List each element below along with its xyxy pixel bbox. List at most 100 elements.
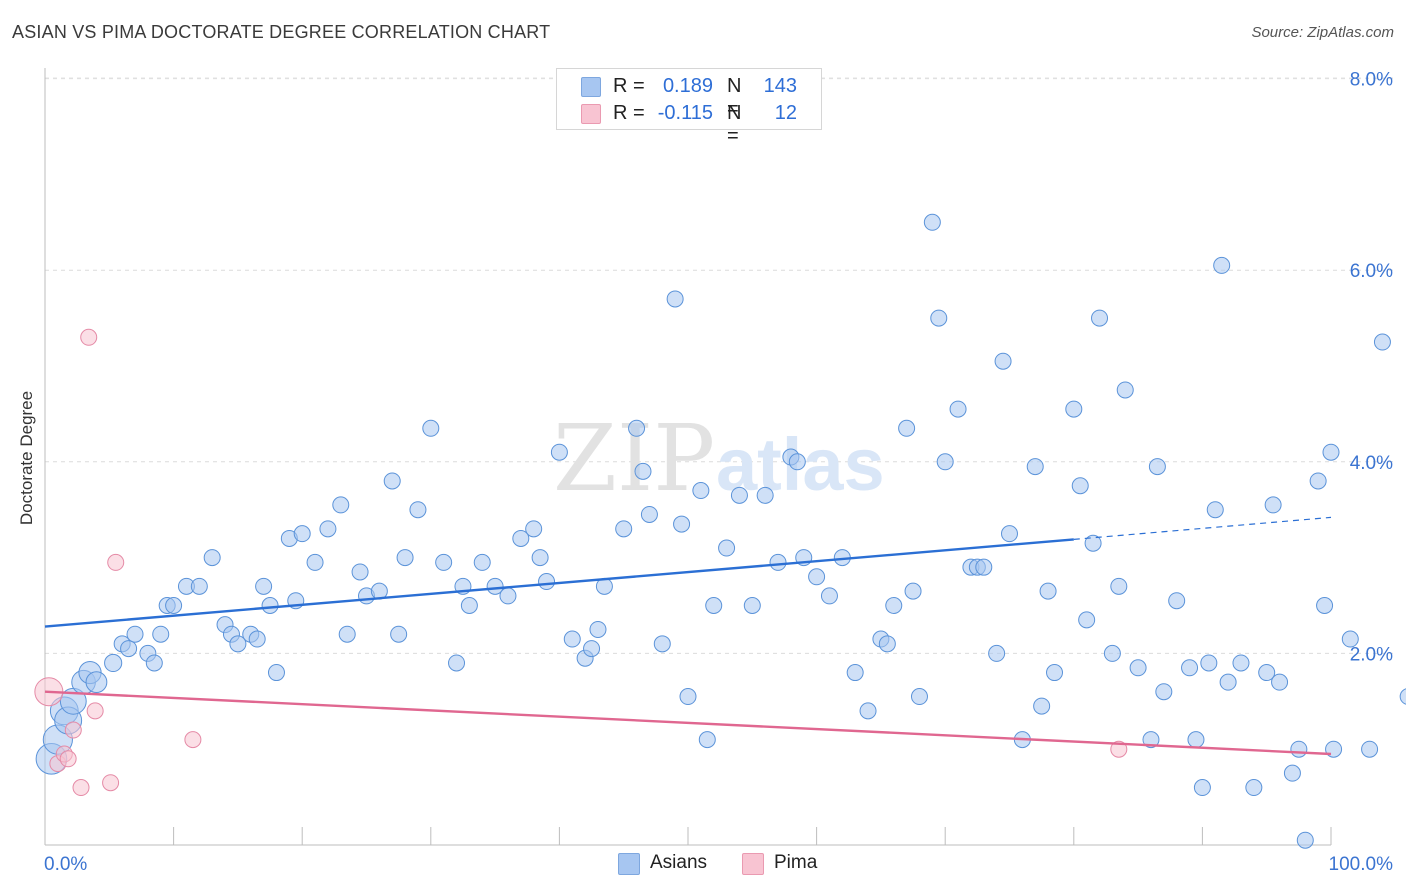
y-tick-label: 4.0% xyxy=(1350,453,1393,474)
asians-point xyxy=(640,505,658,523)
asians-point xyxy=(910,688,928,706)
asians-point xyxy=(988,644,1006,662)
asians-point xyxy=(1322,443,1340,461)
asians-point xyxy=(1129,659,1147,677)
asians-point xyxy=(885,597,903,614)
asians-point xyxy=(1187,731,1205,749)
asians-point xyxy=(1264,496,1282,514)
points-layer xyxy=(34,213,1406,849)
y-tick-label: 8.0% xyxy=(1350,70,1393,91)
asians-point xyxy=(1071,477,1089,495)
axis-layer xyxy=(44,68,1332,846)
asians-point xyxy=(1103,644,1121,662)
asians-point xyxy=(319,520,337,538)
r-label: R = xyxy=(613,75,645,97)
label-layer: 2.0% 4.0% 6.0% 8.0% 0.0% 100.0% xyxy=(44,70,1393,875)
asians-point xyxy=(165,597,183,614)
y-tick-label: 6.0% xyxy=(1350,261,1393,282)
pima-point xyxy=(107,553,125,571)
asians-point xyxy=(1316,597,1334,614)
asians-point xyxy=(145,654,163,672)
asians-point xyxy=(435,553,453,571)
asians-point xyxy=(104,653,123,673)
asians-point xyxy=(1361,740,1379,758)
asians-point xyxy=(756,486,774,504)
asians-point xyxy=(1046,664,1064,682)
y-axis-label: Doctorate Degree xyxy=(17,390,36,526)
asians-point xyxy=(1155,683,1173,701)
asians-point xyxy=(1039,582,1057,600)
asians-point xyxy=(788,453,806,471)
pima-legend-swatch xyxy=(742,853,764,875)
asians-point xyxy=(930,309,948,327)
pima-point xyxy=(80,328,98,346)
asians-point xyxy=(808,568,826,586)
asians-point xyxy=(698,731,716,749)
asians-point xyxy=(1084,534,1102,552)
asians-point xyxy=(692,482,710,500)
asians-point xyxy=(1399,688,1406,705)
pima-legend-label: Pima xyxy=(774,852,818,873)
asians-point xyxy=(1001,525,1018,543)
asians-point xyxy=(1168,592,1186,610)
r-value: -0.115 xyxy=(657,102,713,124)
asians-point xyxy=(293,525,311,543)
asians-point xyxy=(1110,577,1128,595)
x-tick-label-min: 0.0% xyxy=(44,854,87,875)
asians-point xyxy=(550,443,568,461)
source-label: Source: ZipAtlas.com xyxy=(1251,24,1394,41)
pima-point xyxy=(102,774,120,792)
asians-point xyxy=(936,453,954,471)
y-tick-label: 2.0% xyxy=(1350,644,1393,665)
asians-point xyxy=(499,587,517,605)
asians-point xyxy=(448,654,466,672)
stats-legend: R = 0.189 N = 143 R = -0.115 N = 12 xyxy=(556,68,822,147)
asians-point xyxy=(203,549,221,567)
asians-point xyxy=(126,625,144,643)
asians-point xyxy=(473,553,491,571)
asians-point xyxy=(152,625,170,643)
pima-point xyxy=(64,721,82,739)
asians-point xyxy=(267,664,285,682)
asians-point xyxy=(1258,664,1276,682)
asians-trend-extension xyxy=(1073,516,1332,540)
asians-point xyxy=(255,577,273,595)
asians-point xyxy=(923,213,941,231)
asians-point xyxy=(730,486,748,504)
asians-legend-label: Asians xyxy=(650,852,708,873)
asians-swatch xyxy=(581,77,601,97)
asians-point xyxy=(615,520,633,538)
r-label: R = xyxy=(613,102,645,124)
asians-point xyxy=(1193,779,1211,797)
pima-point xyxy=(59,750,77,768)
asians-point xyxy=(85,671,108,694)
asians-point xyxy=(390,625,408,643)
asians-point xyxy=(409,501,427,519)
asians-point xyxy=(1181,659,1199,677)
asians-point xyxy=(653,635,671,653)
asians-point xyxy=(898,419,916,437)
pima-swatch xyxy=(581,104,601,124)
asians-point xyxy=(1232,654,1250,672)
asians-point xyxy=(679,688,697,706)
asians-point xyxy=(705,597,723,614)
asians-point xyxy=(332,496,350,514)
asians-point xyxy=(743,597,761,614)
series-pima xyxy=(34,328,1128,797)
asians-point xyxy=(512,529,530,547)
asians-point xyxy=(1290,740,1308,758)
asians-legend-swatch xyxy=(618,853,640,875)
asians-point xyxy=(859,702,877,720)
pima-point xyxy=(1110,740,1128,758)
asians-point xyxy=(1142,731,1160,749)
asians-point xyxy=(538,573,556,591)
asians-point xyxy=(306,553,324,571)
asians-point xyxy=(120,640,138,658)
asians-point xyxy=(396,549,414,567)
asians-point xyxy=(904,582,922,600)
asians-point xyxy=(666,290,684,308)
n-value: 143 xyxy=(763,75,797,97)
asians-point xyxy=(673,515,691,533)
chart-title: ASIAN VS PIMA DOCTORATE DEGREE CORRELATI… xyxy=(12,22,551,42)
asians-point xyxy=(1026,458,1044,476)
